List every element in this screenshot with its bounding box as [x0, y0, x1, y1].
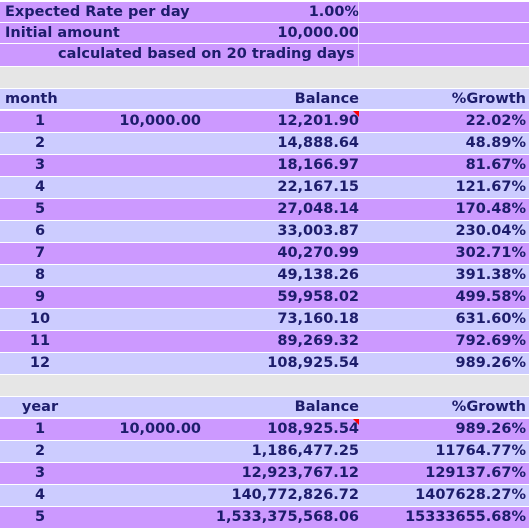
balance-cell[interactable]: 22,167.15 [277, 179, 359, 195]
balance-cell[interactable]: 12,923,767.12 [241, 465, 359, 481]
table-row[interactable]: 2 1,186,477.25 11764.77% [0, 441, 529, 463]
initial-amount-cell[interactable]: 10,000.00 [119, 113, 201, 129]
column-divider [358, 2, 359, 22]
table-row[interactable]: 4 140,772,826.72 1407628.27% [0, 485, 529, 507]
month-number-cell[interactable]: 11 [29, 333, 51, 349]
balance-cell[interactable]: 108,925.54 [267, 419, 359, 437]
table-row[interactable]: 4 22,167.15 121.67% [0, 177, 529, 199]
month-number-cell[interactable]: 12 [29, 355, 51, 371]
table-row[interactable]: 12 108,925.54 989.26% [0, 353, 529, 375]
balance-cell[interactable]: 27,048.14 [277, 201, 359, 217]
column-divider [358, 44, 359, 66]
table-row[interactable]: 10 73,160.18 631.60% [0, 309, 529, 331]
month-number-cell[interactable]: 2 [34, 135, 46, 151]
growth-cell[interactable]: 129137.67% [425, 465, 526, 481]
balance-cell[interactable]: 12,201.90 [277, 111, 359, 129]
balance-column-header[interactable]: Balance [294, 91, 359, 107]
table-row[interactable]: 6 33,003.87 230.04% [0, 221, 529, 243]
rate-row[interactable]: Expected Rate per day 1.00% [0, 2, 529, 23]
table-row[interactable]: 3 12,923,767.12 129137.67% [0, 463, 529, 485]
balance-cell[interactable]: 49,138.26 [277, 267, 359, 283]
month-number-cell[interactable]: 1 [34, 113, 46, 129]
table-row[interactable]: 1 10,000.00 108,925.54 989.26% [0, 419, 529, 441]
balance-column-header[interactable]: Balance [294, 399, 359, 415]
growth-cell[interactable]: 989.26% [455, 421, 526, 437]
balance-cell[interactable]: 18,166.97 [277, 157, 359, 173]
balance-cell[interactable]: 1,533,375,568.06 [215, 509, 359, 525]
initial-row[interactable]: Initial amount 10,000.00 [0, 23, 529, 44]
initial-amount-cell[interactable]: 10,000.00 [119, 421, 201, 437]
month-number-cell[interactable]: 9 [34, 289, 46, 305]
month-column-header[interactable]: month [5, 91, 58, 107]
year-number-cell[interactable]: 1 [34, 421, 46, 437]
month-number-cell[interactable]: 3 [34, 157, 46, 173]
rate-label: Expected Rate per day [5, 4, 190, 20]
table-row[interactable]: 5 27,048.14 170.48% [0, 199, 529, 221]
balance-cell[interactable]: 73,160.18 [277, 311, 359, 327]
year-number-cell[interactable]: 3 [34, 465, 46, 481]
year-column-header[interactable]: year [21, 399, 59, 415]
growth-cell[interactable]: 22.02% [465, 113, 526, 129]
growth-column-header[interactable]: %Growth [451, 399, 526, 415]
initial-value[interactable]: 10,000.00 [277, 25, 359, 41]
spacer-row [0, 375, 529, 397]
balance-cell[interactable]: 108,925.54 [267, 355, 359, 371]
growth-cell[interactable]: 15333655.68% [405, 509, 526, 525]
calculation-note: calculated based on 20 trading days [58, 46, 355, 62]
table-row[interactable]: 7 40,270.99 302.71% [0, 243, 529, 265]
growth-cell[interactable]: 230.04% [455, 223, 526, 239]
month-number-cell[interactable]: 10 [29, 311, 51, 327]
growth-cell[interactable]: 792.69% [455, 333, 526, 349]
month-number-cell[interactable]: 4 [34, 179, 46, 195]
growth-cell[interactable]: 48.89% [465, 135, 526, 151]
table-row[interactable]: 1 10,000.00 12,201.90 22.02% [0, 111, 529, 133]
spacer-row [0, 67, 529, 89]
month-number-cell[interactable]: 8 [34, 267, 46, 283]
balance-cell[interactable]: 59,958.02 [277, 289, 359, 305]
growth-cell[interactable]: 81.67% [465, 157, 526, 173]
balance-cell[interactable]: 140,772,826.72 [231, 487, 359, 503]
balance-cell[interactable]: 14,888.64 [277, 135, 359, 151]
year-number-cell[interactable]: 4 [34, 487, 46, 503]
balance-cell[interactable]: 89,269.32 [277, 333, 359, 349]
balance-cell[interactable]: 1,186,477.25 [251, 443, 359, 459]
year-number-cell[interactable]: 2 [34, 443, 46, 459]
table-row[interactable]: 9 59,958.02 499.58% [0, 287, 529, 309]
growth-column-header[interactable]: %Growth [451, 91, 526, 107]
column-divider [358, 23, 359, 43]
balance-cell[interactable]: 33,003.87 [277, 223, 359, 239]
growth-cell[interactable]: 499.58% [455, 289, 526, 305]
month-number-cell[interactable]: 5 [34, 201, 46, 217]
yearly-header-row: year Balance %Growth [0, 397, 529, 418]
initial-label: Initial amount [5, 25, 120, 41]
note-row[interactable]: calculated based on 20 trading days [0, 44, 529, 67]
table-row[interactable]: 5 1,533,375,568.06 15333655.68% [0, 507, 529, 529]
table-row[interactable]: 2 14,888.64 48.89% [0, 133, 529, 155]
growth-cell[interactable]: 631.60% [455, 311, 526, 327]
month-number-cell[interactable]: 6 [34, 223, 46, 239]
growth-cell[interactable]: 121.67% [455, 179, 526, 195]
growth-cell[interactable]: 11764.77% [435, 443, 526, 459]
growth-cell[interactable]: 1407628.27% [415, 487, 526, 503]
growth-cell[interactable]: 302.71% [455, 245, 526, 261]
month-number-cell[interactable]: 7 [34, 245, 46, 261]
rate-value[interactable]: 1.00% [308, 4, 359, 20]
comment-indicator-icon[interactable] [353, 419, 359, 425]
balance-cell[interactable]: 40,270.99 [277, 245, 359, 261]
comment-indicator-icon[interactable] [353, 111, 359, 117]
table-row[interactable]: 3 18,166.97 81.67% [0, 155, 529, 177]
table-row[interactable]: 11 89,269.32 792.69% [0, 331, 529, 353]
growth-cell[interactable]: 391.38% [455, 267, 526, 283]
monthly-header-row: month Balance %Growth [0, 89, 529, 110]
growth-cell[interactable]: 989.26% [455, 355, 526, 371]
table-row[interactable]: 8 49,138.26 391.38% [0, 265, 529, 287]
year-number-cell[interactable]: 5 [34, 509, 46, 525]
growth-cell[interactable]: 170.48% [455, 201, 526, 217]
